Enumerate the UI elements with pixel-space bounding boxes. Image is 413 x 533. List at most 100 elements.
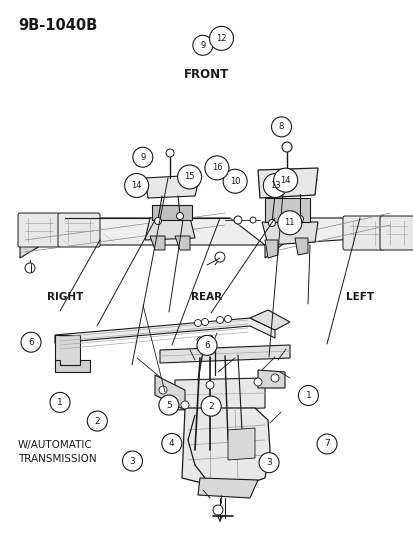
Polygon shape	[175, 236, 190, 250]
Text: 13: 13	[269, 181, 280, 190]
Circle shape	[259, 453, 278, 473]
Text: 6: 6	[204, 341, 209, 350]
Text: 8: 8	[278, 123, 283, 131]
Circle shape	[133, 147, 152, 167]
Polygon shape	[264, 198, 309, 222]
Circle shape	[159, 386, 166, 394]
Polygon shape	[20, 218, 65, 258]
Text: REAR: REAR	[191, 292, 222, 302]
Circle shape	[254, 378, 261, 386]
FancyBboxPatch shape	[342, 216, 384, 250]
FancyBboxPatch shape	[58, 213, 100, 247]
Polygon shape	[55, 360, 90, 372]
Polygon shape	[55, 318, 274, 343]
Circle shape	[277, 211, 301, 235]
Circle shape	[298, 385, 318, 406]
Text: 9B-1040B: 9B-1040B	[18, 18, 97, 33]
Circle shape	[216, 317, 223, 324]
Polygon shape	[264, 218, 413, 245]
Circle shape	[201, 396, 221, 416]
Polygon shape	[261, 222, 317, 245]
Text: 11: 11	[284, 219, 294, 227]
Text: 6: 6	[28, 338, 34, 346]
Circle shape	[209, 26, 233, 51]
Text: 14: 14	[131, 181, 142, 190]
Polygon shape	[152, 205, 192, 220]
Circle shape	[161, 433, 181, 454]
Circle shape	[204, 156, 228, 180]
Circle shape	[233, 216, 242, 224]
Text: LEFT: LEFT	[345, 292, 373, 302]
Circle shape	[212, 505, 223, 515]
Polygon shape	[257, 168, 317, 198]
FancyBboxPatch shape	[379, 216, 413, 250]
Circle shape	[224, 316, 231, 322]
Text: 7: 7	[323, 440, 329, 448]
Circle shape	[21, 332, 41, 352]
FancyBboxPatch shape	[18, 213, 60, 247]
Circle shape	[166, 149, 173, 157]
Circle shape	[197, 337, 202, 343]
Text: 3: 3	[129, 457, 135, 465]
Text: FRONT: FRONT	[184, 68, 229, 81]
Circle shape	[201, 319, 208, 326]
Circle shape	[194, 319, 201, 327]
Text: 1: 1	[305, 391, 311, 400]
Polygon shape	[175, 378, 264, 410]
Circle shape	[197, 335, 216, 356]
Circle shape	[263, 173, 287, 198]
Polygon shape	[55, 335, 80, 365]
Polygon shape	[257, 370, 284, 388]
Polygon shape	[182, 408, 269, 490]
Text: 2: 2	[208, 402, 214, 410]
Circle shape	[271, 374, 278, 382]
Polygon shape	[150, 236, 165, 250]
Circle shape	[273, 168, 297, 192]
Text: 12: 12	[216, 34, 226, 43]
Circle shape	[249, 217, 255, 223]
Polygon shape	[228, 428, 254, 460]
Text: 9: 9	[140, 153, 145, 161]
Circle shape	[180, 401, 189, 409]
Text: 9: 9	[200, 41, 205, 50]
Circle shape	[25, 263, 35, 273]
Circle shape	[206, 381, 214, 389]
Text: 16: 16	[211, 164, 222, 172]
Polygon shape	[20, 218, 264, 245]
Circle shape	[316, 434, 336, 454]
Circle shape	[87, 411, 107, 431]
Polygon shape	[159, 345, 289, 363]
Text: 5: 5	[166, 401, 171, 409]
Text: 10: 10	[229, 177, 240, 185]
Text: 3: 3	[266, 458, 271, 467]
Text: W/AUTOMATIC
TRANSMISSION: W/AUTOMATIC TRANSMISSION	[18, 440, 96, 464]
Circle shape	[296, 215, 303, 222]
Text: 15: 15	[184, 173, 195, 181]
Polygon shape	[249, 310, 289, 330]
Circle shape	[176, 213, 183, 220]
Circle shape	[271, 117, 291, 137]
Polygon shape	[197, 478, 257, 498]
Circle shape	[206, 335, 212, 341]
Text: 2: 2	[94, 417, 100, 425]
Circle shape	[159, 395, 178, 415]
Polygon shape	[145, 175, 199, 198]
Circle shape	[50, 392, 70, 413]
Circle shape	[154, 217, 161, 224]
Circle shape	[122, 451, 142, 471]
Circle shape	[214, 252, 224, 262]
Circle shape	[281, 142, 291, 152]
Polygon shape	[264, 240, 277, 258]
Text: 1: 1	[57, 398, 63, 407]
Polygon shape	[154, 375, 185, 410]
Circle shape	[223, 169, 247, 193]
Circle shape	[192, 35, 212, 55]
Circle shape	[177, 165, 201, 189]
Polygon shape	[264, 218, 299, 258]
Polygon shape	[145, 218, 195, 240]
Text: 14: 14	[280, 176, 290, 184]
Circle shape	[124, 173, 148, 198]
Polygon shape	[294, 238, 307, 255]
Circle shape	[268, 220, 275, 227]
Text: RIGHT: RIGHT	[47, 292, 83, 302]
